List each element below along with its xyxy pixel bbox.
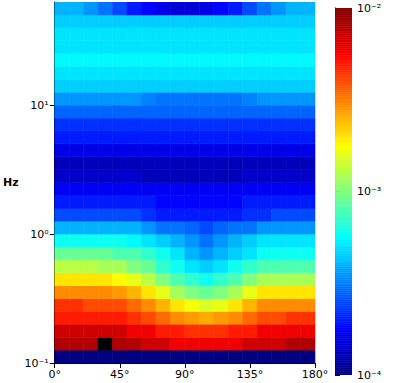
svg-text:180°: 180°: [302, 368, 329, 381]
svg-text:45°: 45°: [110, 368, 130, 381]
svg-text:10¹: 10¹: [30, 99, 48, 112]
svg-text:10⁻¹: 10⁻¹: [25, 357, 49, 370]
svg-text:10⁻³: 10⁻³: [357, 185, 381, 198]
svg-text:135°: 135°: [237, 368, 264, 381]
svg-text:10⁻²: 10⁻²: [357, 2, 381, 15]
svg-text:90°: 90°: [175, 368, 195, 381]
svg-text:10⁻⁴: 10⁻⁴: [357, 369, 382, 382]
svg-text:10⁰: 10⁰: [30, 228, 49, 241]
svg-text:Hz: Hz: [3, 176, 19, 189]
svg-text:0°: 0°: [48, 368, 61, 381]
